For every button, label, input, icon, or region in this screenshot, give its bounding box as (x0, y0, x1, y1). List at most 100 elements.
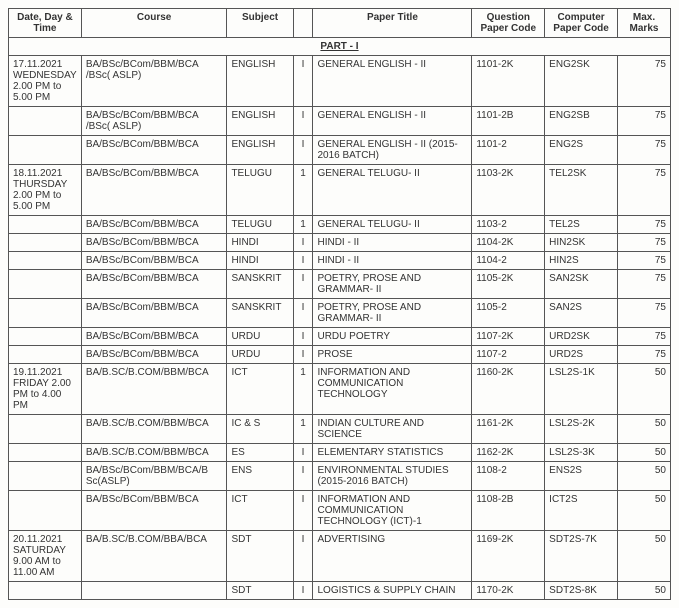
cell-cpc: SAN2S (545, 299, 618, 328)
cell-title: POETRY, PROSE AND GRAMMAR- II (313, 270, 472, 299)
cell-cpc: LSL2S-3K (545, 444, 618, 462)
cell-title: ADVERTISING (313, 531, 472, 582)
cell-sem: I (293, 491, 313, 531)
cell-sem: I (293, 136, 313, 165)
cell-cpc: TEL2S (545, 216, 618, 234)
header-date: Date, Day & Time (9, 9, 82, 38)
cell-title: INFORMATION AND COMMUNICATION TECHNOLOGY… (313, 491, 472, 531)
cell-sem: I (293, 462, 313, 491)
cell-date (9, 107, 82, 136)
cell-sem: I (293, 328, 313, 346)
cell-cpc: HIN2SK (545, 234, 618, 252)
cell-qpc: 1105-2 (472, 299, 545, 328)
cell-date (9, 299, 82, 328)
cell-date (9, 328, 82, 346)
cell-qpc: 1170-2K (472, 582, 545, 600)
cell-course: BA/B.SC/B.COM/BBA/BCA (81, 531, 227, 582)
table-body: 17.11.2021 WEDNESDAY 2.00 PM to 5.00 PMB… (9, 56, 671, 600)
cell-date: 18.11.2021 THURSDAY 2.00 PM to 5.00 PM (9, 165, 82, 216)
cell-date (9, 462, 82, 491)
cell-course: BA/BSc/BCom/BBM/BCA (81, 270, 227, 299)
header-subject: Subject (227, 9, 293, 38)
cell-title: GENERAL TELUGU- II (313, 216, 472, 234)
cell-qpc: 1104-2K (472, 234, 545, 252)
table-row: 20.11.2021 SATURDAY 9.00 AM to 11.00 AMB… (9, 531, 671, 582)
cell-subject: ENGLISH (227, 56, 293, 107)
cell-sem: I (293, 56, 313, 107)
cell-qpc: 1101-2B (472, 107, 545, 136)
cell-qpc: 1160-2K (472, 364, 545, 415)
cell-sem: I (293, 234, 313, 252)
cell-date (9, 491, 82, 531)
cell-cpc: ENG2SK (545, 56, 618, 107)
table-row: BA/BSc/BCom/BBM/BCASANSKRITIPOETRY, PROS… (9, 299, 671, 328)
cell-qpc: 1103-2K (472, 165, 545, 216)
table-row: BA/B.SC/B.COM/BBM/BCAESIELEMENTARY STATI… (9, 444, 671, 462)
cell-title: GENERAL TELUGU- II (313, 165, 472, 216)
cell-cpc: ENG2SB (545, 107, 618, 136)
cell-sem: I (293, 252, 313, 270)
cell-subject: SANSKRIT (227, 299, 293, 328)
cell-title: HINDI - II (313, 234, 472, 252)
cell-subject: TELUGU (227, 165, 293, 216)
table-row: BA/BSc/BCom/BBM/BCA /BSc( ASLP)ENGLISHIG… (9, 107, 671, 136)
cell-title: INFORMATION AND COMMUNICATION TECHNOLOGY (313, 364, 472, 415)
table-row: BA/BSc/BCom/BBM/BCA/B Sc(ASLP)ENSIENVIRO… (9, 462, 671, 491)
cell-subject: URDU (227, 346, 293, 364)
table-row: BA/BSc/BCom/BBM/BCASANSKRITIPOETRY, PROS… (9, 270, 671, 299)
cell-date (9, 346, 82, 364)
cell-course (81, 582, 227, 600)
cell-sem: 1 (293, 216, 313, 234)
cell-cpc: URD2SK (545, 328, 618, 346)
cell-title: ENVIRONMENTAL STUDIES (2015-2016 BATCH) (313, 462, 472, 491)
cell-title: URDU POETRY (313, 328, 472, 346)
header-cpc: Computer Paper Code (545, 9, 618, 38)
header-course: Course (81, 9, 227, 38)
cell-qpc: 1107-2K (472, 328, 545, 346)
cell-date: 20.11.2021 SATURDAY 9.00 AM to 11.00 AM (9, 531, 82, 582)
cell-title: INDIAN CULTURE AND SCIENCE (313, 415, 472, 444)
cell-subject: TELUGU (227, 216, 293, 234)
cell-title: HINDI - II (313, 252, 472, 270)
cell-marks: 50 (617, 531, 670, 582)
cell-cpc: SDT2S-7K (545, 531, 618, 582)
cell-qpc: 1105-2K (472, 270, 545, 299)
cell-cpc: LSL2S-1K (545, 364, 618, 415)
header-qpc: Question Paper Code (472, 9, 545, 38)
table-row: BA/B.SC/B.COM/BBM/BCAIC & S1INDIAN CULTU… (9, 415, 671, 444)
cell-title: POETRY, PROSE AND GRAMMAR- II (313, 299, 472, 328)
cell-subject: HINDI (227, 252, 293, 270)
cell-date (9, 216, 82, 234)
cell-sem: I (293, 346, 313, 364)
cell-course: BA/BSc/BCom/BBM/BCA (81, 216, 227, 234)
cell-marks: 75 (617, 299, 670, 328)
cell-cpc: TEL2SK (545, 165, 618, 216)
cell-qpc: 1161-2K (472, 415, 545, 444)
cell-cpc: HIN2S (545, 252, 618, 270)
header-sem (293, 9, 313, 38)
cell-course: BA/BSc/BCom/BBM/BCA (81, 165, 227, 216)
cell-cpc: ICT2S (545, 491, 618, 531)
cell-qpc: 1108-2B (472, 491, 545, 531)
cell-sem: I (293, 107, 313, 136)
header-marks: Max. Marks (617, 9, 670, 38)
table-header: Date, Day & Time Course Subject Paper Ti… (9, 9, 671, 56)
cell-sem: 1 (293, 415, 313, 444)
cell-cpc: SAN2SK (545, 270, 618, 299)
cell-cpc: LSL2S-2K (545, 415, 618, 444)
cell-qpc: 1169-2K (472, 531, 545, 582)
table-row: BA/BSc/BCom/BBM/BCAICTIINFORMATION AND C… (9, 491, 671, 531)
cell-date (9, 444, 82, 462)
cell-marks: 75 (617, 252, 670, 270)
cell-course: BA/BSc/BCom/BBM/BCA/B Sc(ASLP) (81, 462, 227, 491)
cell-qpc: 1107-2 (472, 346, 545, 364)
cell-date (9, 136, 82, 165)
table-row: BA/BSc/BCom/BBM/BCAURDUIPROSE1107-2URD2S… (9, 346, 671, 364)
cell-title: LOGISTICS & SUPPLY CHAIN (313, 582, 472, 600)
table-row: 19.11.2021 FRIDAY 2.00 PM to 4.00 PMBA/B… (9, 364, 671, 415)
part-header: PART - I (9, 38, 671, 56)
cell-marks: 50 (617, 462, 670, 491)
cell-cpc: SDT2S-8K (545, 582, 618, 600)
cell-marks: 50 (617, 491, 670, 531)
cell-qpc: 1101-2 (472, 136, 545, 165)
